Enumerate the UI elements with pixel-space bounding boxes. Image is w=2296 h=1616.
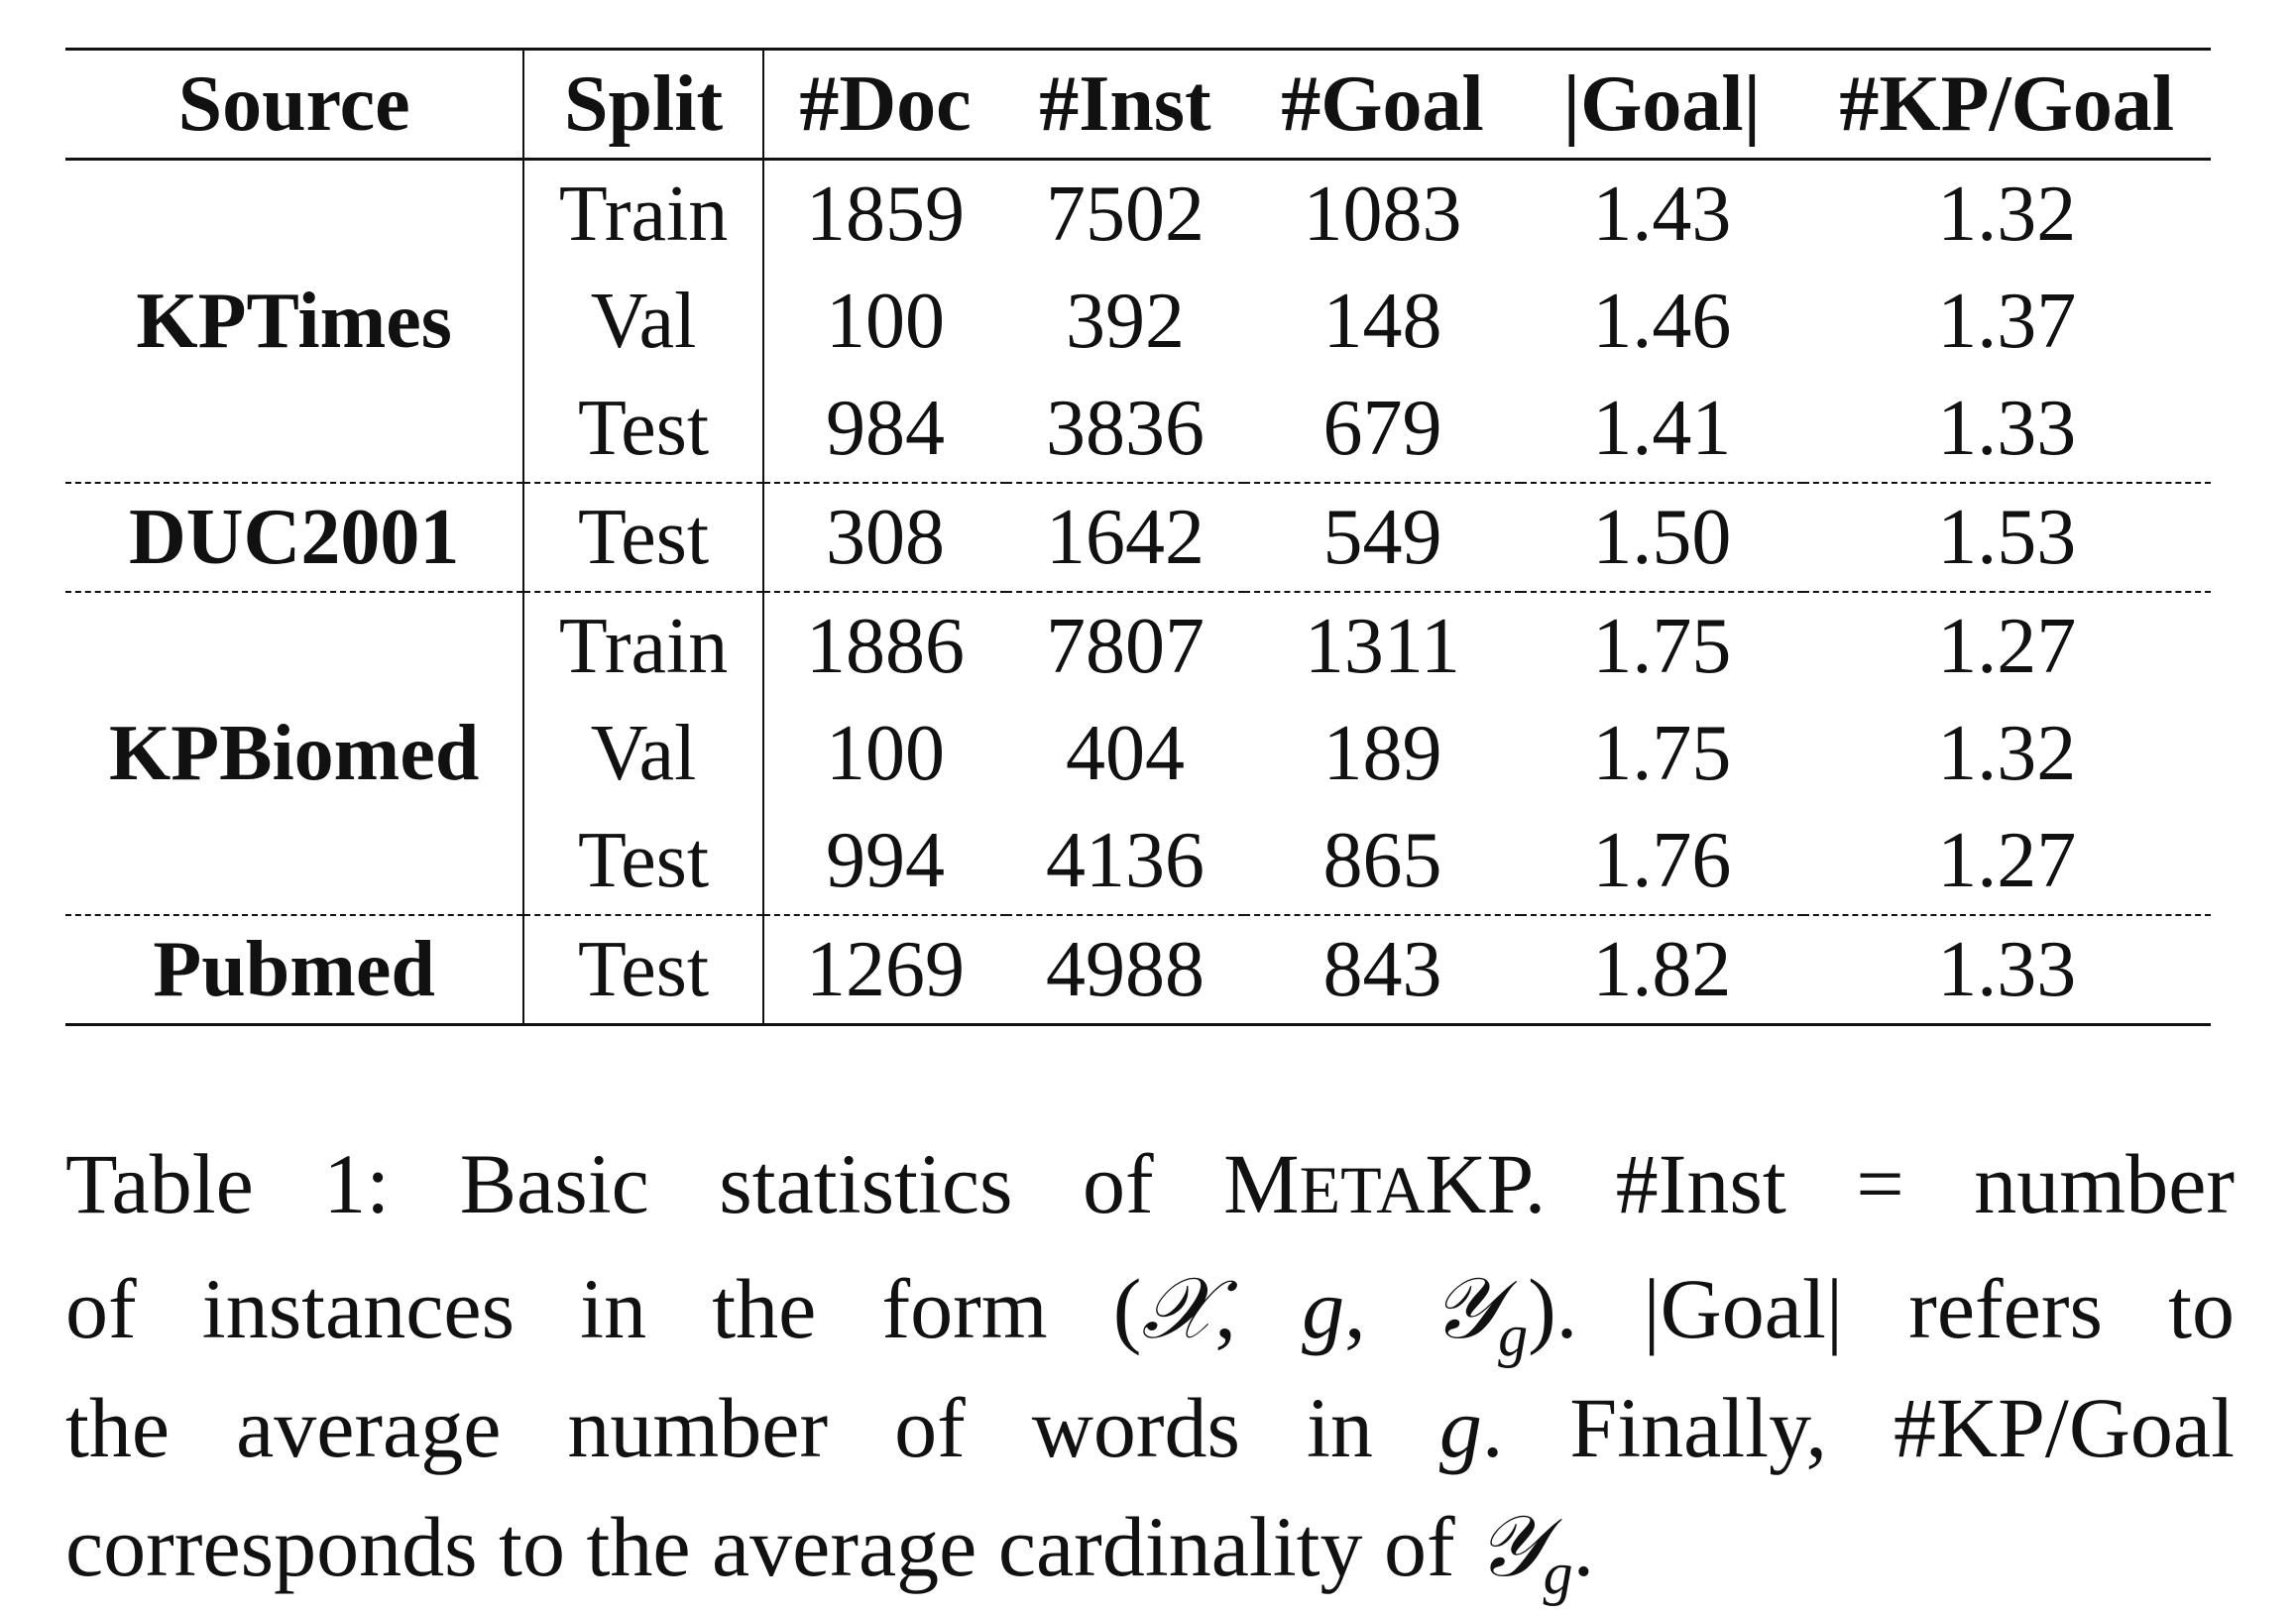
header-doc: #Doc <box>799 60 972 148</box>
split-cell: Val <box>523 268 764 375</box>
goal-length-cell: 1.76 <box>1592 817 1732 904</box>
goal-length-cell: 1.46 <box>1592 278 1732 365</box>
caption-line-3: the average number of words in g. Finall… <box>65 1368 2235 1487</box>
inst-cell: 7502 <box>1045 171 1205 258</box>
math-subscript: g <box>1543 1541 1573 1606</box>
goal-length-cell: 1.75 <box>1521 591 1803 700</box>
inst-cell: 1642 <box>1006 482 1244 592</box>
math-subscript: g <box>1498 1303 1529 1368</box>
caption-text: the average number of words in <box>65 1380 1373 1475</box>
doc-cell: 100 <box>826 710 946 797</box>
doc-cell: 994 <box>826 817 946 904</box>
header-goal: #Goal <box>1281 60 1484 148</box>
inst-cell: 7807 <box>1006 591 1244 700</box>
inst-cell: 404 <box>1065 710 1185 797</box>
goal-cell: 189 <box>1322 710 1442 797</box>
kp-per-goal-cell: 1.53 <box>1802 482 2211 592</box>
caption-text: . Finally, #KP/Goal <box>1481 1380 2235 1475</box>
header-row: Source Split #Doc #Inst #Goal |Goal| #KP… <box>65 49 2211 160</box>
source-cell: KPTimes <box>65 159 525 483</box>
kp-per-goal-cell: 1.32 <box>1937 710 2077 797</box>
table-row: Test 994 4136 865 1.76 1.27 <box>65 807 2211 915</box>
source-cell: DUC2001 <box>65 482 525 592</box>
table-caption: Table 1: Basic statistics of METAKP. #In… <box>65 1124 2235 1606</box>
math-symbol: 𝒴 <box>1431 1259 1499 1358</box>
split-cell: Test <box>523 807 764 915</box>
table-row: DUC2001 Test 308 1642 549 1.50 1.53 <box>65 482 2211 592</box>
kp-per-goal-cell: 1.27 <box>1802 591 2211 700</box>
kp-per-goal-cell: 1.27 <box>1937 817 2077 904</box>
inst-cell: 4988 <box>1006 914 1244 1025</box>
goal-length-cell: 1.82 <box>1521 914 1803 1025</box>
goal-cell: 1083 <box>1303 171 1462 258</box>
kp-per-goal-cell: 1.33 <box>1802 914 2211 1025</box>
inst-cell: 3836 <box>1045 385 1205 472</box>
math-symbol: 𝒳 <box>1141 1259 1215 1358</box>
source-cell: Pubmed <box>65 914 525 1025</box>
goal-cell: 549 <box>1243 482 1522 592</box>
caption-text: ). |Goal| refers to <box>1528 1261 2235 1356</box>
doc-cell: 984 <box>826 385 946 472</box>
table-body: KPTimes Train 1859 7502 1083 1.43 1.32 V… <box>65 159 2211 1025</box>
goal-length-cell: 1.43 <box>1592 171 1732 258</box>
caption-text: corresponds to the average cardinality o… <box>65 1499 1455 1594</box>
math-symbol: g <box>1438 1380 1482 1475</box>
source-cell: KPBiomed <box>65 591 525 915</box>
goal-cell: 148 <box>1322 278 1442 365</box>
header-source: Source <box>65 49 525 160</box>
goal-length-cell: 1.50 <box>1521 482 1803 592</box>
goal-cell: 679 <box>1322 385 1442 472</box>
caption-line-1: Table 1: Basic statistics of METAKP. #In… <box>65 1124 2235 1249</box>
goal-cell: 865 <box>1322 817 1442 904</box>
doc-cell: 1886 <box>762 591 1007 700</box>
table-row: Val 100 404 189 1.75 1.32 <box>65 700 2211 807</box>
caption-text: . #Inst = number <box>1524 1136 2235 1231</box>
caption-text: of instances in the form ( <box>65 1261 1142 1356</box>
header-kp-per-goal: #KP/Goal <box>1839 60 2175 148</box>
doc-cell: 100 <box>826 278 946 365</box>
caption-line-2: of instances in the form (𝒳, g, 𝒴g). |Go… <box>65 1259 2235 1368</box>
header-inst: #Inst <box>1039 60 1211 148</box>
math-symbol: g <box>1302 1261 1345 1356</box>
kp-per-goal-cell: 1.37 <box>1937 278 2077 365</box>
split-cell: Test <box>523 914 764 1025</box>
doc-cell: 1859 <box>806 171 966 258</box>
split-cell: Train <box>523 159 764 268</box>
header-split: Split <box>523 49 764 160</box>
kp-per-goal-cell: 1.32 <box>1937 171 2077 258</box>
caption-text: Basic statistics of <box>459 1136 1154 1231</box>
caption-label: Table 1: <box>65 1136 391 1231</box>
table-row: Test 984 3836 679 1.41 1.33 <box>65 375 2211 483</box>
split-cell: Test <box>523 375 764 483</box>
table-row: KPTimes Train 1859 7502 1083 1.43 1.32 <box>65 159 2211 483</box>
header-goal-length: |Goal| <box>1562 60 1762 148</box>
table-row: Pubmed Test 1269 4988 843 1.82 1.33 <box>65 914 2211 1025</box>
goal-cell: 1311 <box>1243 591 1522 700</box>
doc-cell: 308 <box>762 482 1007 592</box>
math-symbol: 𝒴 <box>1476 1497 1544 1596</box>
split-cell: Test <box>523 482 764 592</box>
inst-cell: 392 <box>1065 278 1185 365</box>
goal-length-cell: 1.75 <box>1592 710 1732 797</box>
table-row: KPBiomed Train 1886 7807 1311 1.75 1.27 <box>65 591 2211 915</box>
dataset-name: METAKP <box>1223 1136 1525 1231</box>
goal-length-cell: 1.41 <box>1592 385 1732 472</box>
kp-per-goal-cell: 1.33 <box>1937 385 2077 472</box>
doc-cell: 1269 <box>762 914 1007 1025</box>
inst-cell: 4136 <box>1045 817 1205 904</box>
statistics-table: Source Split #Doc #Inst #Goal |Goal| #KP… <box>65 48 2211 1026</box>
goal-cell: 843 <box>1243 914 1522 1025</box>
table-header: Source Split #Doc #Inst #Goal |Goal| #KP… <box>65 49 2211 160</box>
table-row: Val 100 392 148 1.46 1.37 <box>65 268 2211 375</box>
caption-line-4: corresponds to the average cardinality o… <box>65 1497 1595 1606</box>
split-cell: Train <box>523 591 764 700</box>
split-cell: Val <box>523 700 764 807</box>
